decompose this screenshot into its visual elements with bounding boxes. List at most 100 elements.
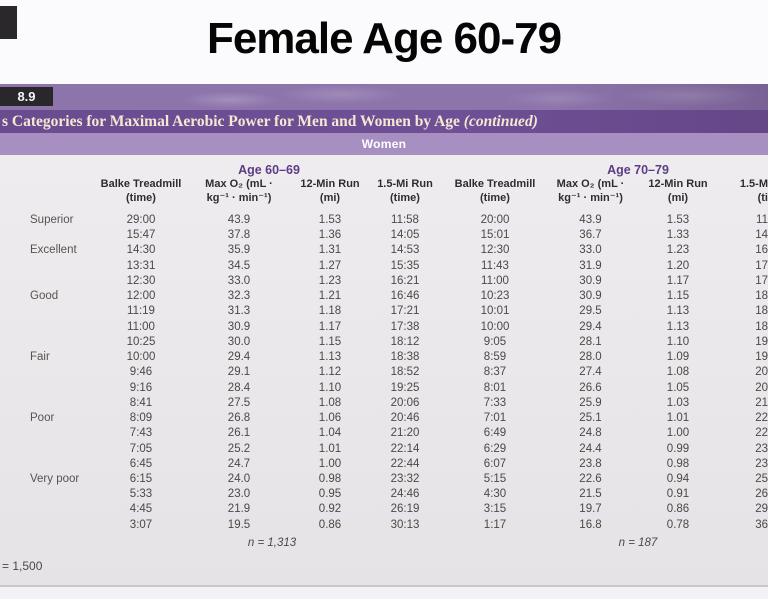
cell: 26:19 xyxy=(390,503,420,516)
cell: 0.99 xyxy=(666,442,690,455)
column-header-line1: 1.5-M xyxy=(739,178,768,190)
column-header-cell: 1.5-Mi Run (time) xyxy=(368,178,442,205)
column-header-line1: Max O₂ (mL · xyxy=(205,178,273,190)
cell: 6:49 xyxy=(483,427,507,440)
row-category xyxy=(0,304,96,319)
cell: 1.13 xyxy=(666,305,690,318)
cell: 20:00 xyxy=(480,214,510,226)
row-category xyxy=(0,426,96,441)
cell: 17 xyxy=(755,274,768,287)
cell: 24.8 xyxy=(579,427,602,440)
cell: 0.91 xyxy=(666,488,690,501)
row-category xyxy=(0,457,96,472)
table-row: 8:41 27.5 1.08 20:06 7:33 25.9 1.03 21 xyxy=(0,396,768,411)
cell: 0.94 xyxy=(666,472,690,485)
row-category xyxy=(0,335,96,350)
cell: 1.31 xyxy=(318,244,342,257)
cell: 13:31 xyxy=(126,259,156,272)
cell: 23:32 xyxy=(390,472,420,485)
cell: 15:35 xyxy=(390,259,420,272)
cell: 30.9 xyxy=(227,320,251,333)
cell: 18 xyxy=(755,290,768,303)
cell: 27.5 xyxy=(227,396,251,409)
cell: 14:53 xyxy=(390,244,420,257)
cell: 23 xyxy=(755,442,768,455)
cell: 33.0 xyxy=(227,274,251,287)
cell: 25.2 xyxy=(227,442,251,455)
cell: 16.8 xyxy=(579,518,602,531)
cell: 23.0 xyxy=(227,488,251,501)
cell: 26 xyxy=(755,488,768,501)
cell: 11 xyxy=(756,214,768,226)
cell: 14:30 xyxy=(126,244,156,257)
table-row: 10:25 30.0 1.15 18:12 9:05 28.1 1.10 19 xyxy=(0,335,768,350)
cell: 1.04 xyxy=(318,427,342,440)
sample-count-60-69: n = 1,313 xyxy=(247,537,297,549)
column-header-line1: Balke Treadmill xyxy=(100,178,182,190)
row-category xyxy=(0,259,96,274)
row-category: Fair xyxy=(30,351,50,364)
cell: 6:29 xyxy=(483,442,507,455)
cell: 17 xyxy=(755,259,768,272)
cell: 1.53 xyxy=(318,214,342,226)
cell: 1.27 xyxy=(318,259,342,272)
cell: 12:30 xyxy=(126,274,156,287)
table-rows: Superior 29:00 43.9 1.53 11:58 20:00 43.9 1.53 1… xyxy=(0,213,768,533)
row-category xyxy=(0,442,96,457)
cell: 17:38 xyxy=(390,320,420,333)
column-header-cell: 12-Min Run (mi) xyxy=(292,178,368,205)
column-header-line2: (time) xyxy=(390,191,420,204)
cell: 20:06 xyxy=(390,396,420,409)
cell: 7:05 xyxy=(129,442,153,455)
page-title: Female Age 60-79 xyxy=(206,14,562,63)
table-row: 5:33 23.0 0.95 24:46 4:30 21.5 0.91 26 xyxy=(0,487,768,502)
cell: 21.5 xyxy=(579,488,602,501)
column-header-line2: (time) xyxy=(126,191,156,204)
column-header-line1: 1.5-Mi Run xyxy=(377,178,433,190)
column-header-cell: Balke Treadmill (time) xyxy=(96,178,186,205)
cell: 26.6 xyxy=(579,381,602,394)
cell: 9:46 xyxy=(129,366,153,379)
cell: 11:19 xyxy=(127,305,155,318)
cell: 19.5 xyxy=(227,518,251,531)
cell: 18 xyxy=(755,320,768,333)
cell: 15:01 xyxy=(480,229,510,242)
cell: 18:52 xyxy=(390,366,420,379)
slide-header-area: Female Age 60-79 xyxy=(0,0,768,84)
cell: 9:05 xyxy=(483,335,507,348)
table-row: Poor 8:09 26.8 1.06 20:46 7:01 25.1 1.01 22 xyxy=(0,411,768,426)
row-category: Superior xyxy=(30,214,74,226)
cell: 12:30 xyxy=(480,244,510,257)
cell: 30.9 xyxy=(579,274,602,287)
cell: 1.15 xyxy=(666,290,690,303)
column-header-cell: 1.5-M (ti xyxy=(723,178,768,205)
cell: 11:00 xyxy=(127,320,155,333)
cell: 16:21 xyxy=(390,274,420,287)
cell: 0.95 xyxy=(318,488,342,501)
row-category xyxy=(0,365,96,380)
cell: 30.9 xyxy=(579,290,602,303)
cell: 35.9 xyxy=(227,244,251,257)
cell: 19 xyxy=(755,351,768,364)
row-category: Excellent xyxy=(30,244,77,257)
cell: 18:38 xyxy=(390,351,420,364)
bottom-strip xyxy=(0,587,768,599)
cell: 8:37 xyxy=(483,366,507,379)
cell: 1.13 xyxy=(318,351,342,364)
cell: 19 xyxy=(755,335,768,348)
cell: 1.33 xyxy=(666,229,690,242)
cell: 18:12 xyxy=(390,335,420,348)
table-title-bar: s Categories for Maximal Aerobic Power f… xyxy=(0,110,768,133)
cell: 1.36 xyxy=(318,229,342,242)
cell: 1:17 xyxy=(483,518,507,531)
cell: 24.4 xyxy=(579,442,602,455)
cell: 28.0 xyxy=(579,351,602,364)
cell: 1.53 xyxy=(666,214,690,226)
cell: 8:09 xyxy=(129,412,153,425)
column-header-line1: 12-Min Run xyxy=(648,178,708,190)
cell: 11:58 xyxy=(391,214,419,226)
cell: 1.00 xyxy=(666,427,690,440)
column-header-cell xyxy=(0,178,96,205)
cell: 22:14 xyxy=(390,442,420,455)
table-row: 6:45 24.7 1.00 22:44 6:07 23.8 0.98 23 xyxy=(0,457,768,472)
